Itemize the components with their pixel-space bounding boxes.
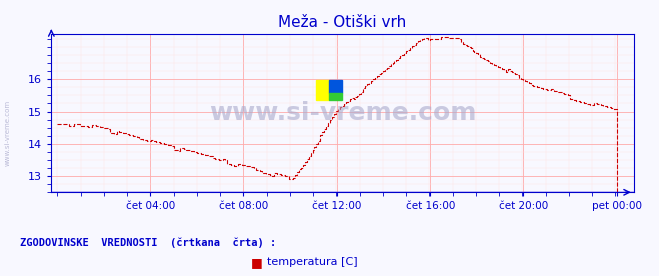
Text: ■: ■ (250, 256, 262, 269)
Title: Meža - Otiški vrh: Meža - Otiški vrh (278, 15, 407, 30)
Text: www.si-vreme.com: www.si-vreme.com (209, 101, 476, 125)
Text: ZGODOVINSKE  VREDNOSTI  (črtkana  črta) :: ZGODOVINSKE VREDNOSTI (črtkana črta) : (20, 237, 276, 248)
Bar (329, 80, 342, 92)
Text: www.si-vreme.com: www.si-vreme.com (5, 99, 11, 166)
Bar (329, 92, 342, 100)
Text: temperatura [C]: temperatura [C] (267, 257, 358, 267)
Bar (316, 80, 329, 100)
